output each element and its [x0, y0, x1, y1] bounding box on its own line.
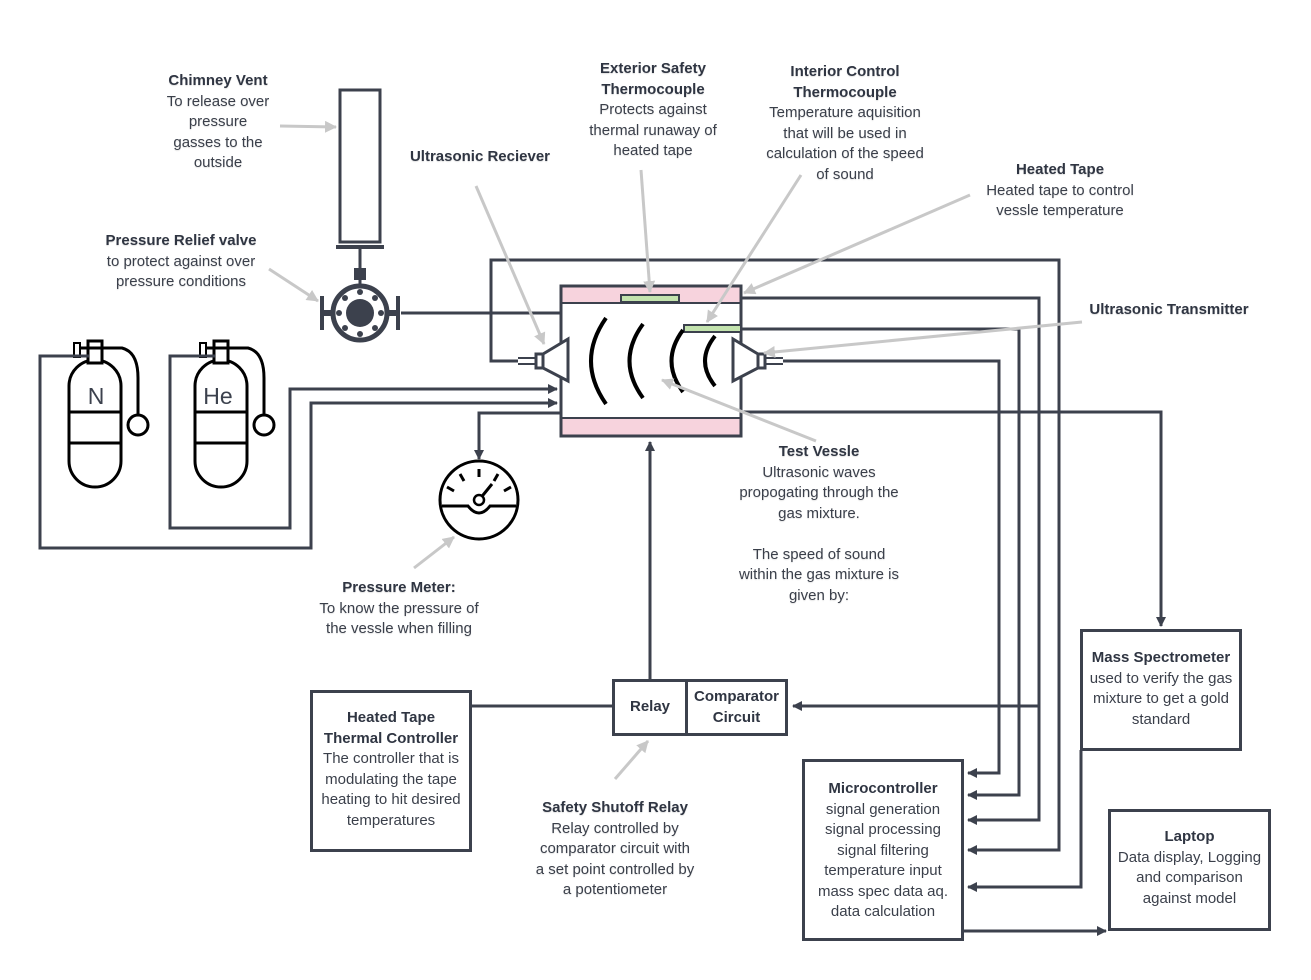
comparator-box: Comparator Circuit — [685, 679, 788, 736]
interior-thermocouple-icon — [683, 324, 742, 333]
interior-thermocouple-label: Interior Control Thermocouple Temperatur… — [766, 63, 924, 183]
test-vessel — [518, 284, 783, 438]
laptop-box: Laptop Data display, Logging and compari… — [1108, 809, 1271, 931]
relay-box: Relay — [612, 679, 688, 736]
connection-lines — [38, 258, 1166, 936]
shutoff-relay-label: Safety Shutoff Relay Relay controlled by… — [535, 799, 695, 898]
receiver-icon — [518, 336, 570, 384]
chimney-vent-label: Chimney Vent To release over pressure ga… — [166, 72, 270, 171]
relief-valve-icon — [320, 268, 400, 343]
microcontroller-box: Microcontroller signal generation signal… — [802, 759, 964, 941]
exterior-thermocouple-label: Exterior Safety Thermocouple Protects ag… — [589, 60, 717, 159]
nitrogen-tank-icon — [67, 339, 150, 489]
relief-valve-label: Pressure Relief valve to protect against… — [105, 232, 257, 290]
helium-symbol: He — [203, 383, 232, 409]
exterior-thermocouple-icon — [620, 294, 680, 303]
test-vessel-label: Test Vessle Ultrasonic waves propogating… — [738, 443, 900, 604]
transmitter-label: Ultrasonic Transmitter — [1089, 301, 1249, 318]
receiver-label: Ultrasonic Reciever — [409, 148, 551, 165]
nitrogen-symbol: N — [88, 383, 105, 409]
callout-pointers — [268, 120, 1083, 780]
transmitter-icon — [731, 336, 783, 384]
mass-spectrometer-box: Mass Spectrometer used to verify the gas… — [1080, 629, 1242, 751]
pressure-gauge-icon — [438, 459, 520, 541]
helium-tank-icon — [193, 339, 276, 489]
chimney-vent — [336, 88, 384, 268]
pressure-meter-label: Pressure Meter: To know the pressure of … — [319, 579, 479, 637]
heated-tape-label: Heated Tape Heated tape to control vessl… — [986, 161, 1134, 219]
thermal-controller-box: Heated Tape Thermal Controller The contr… — [310, 690, 472, 852]
